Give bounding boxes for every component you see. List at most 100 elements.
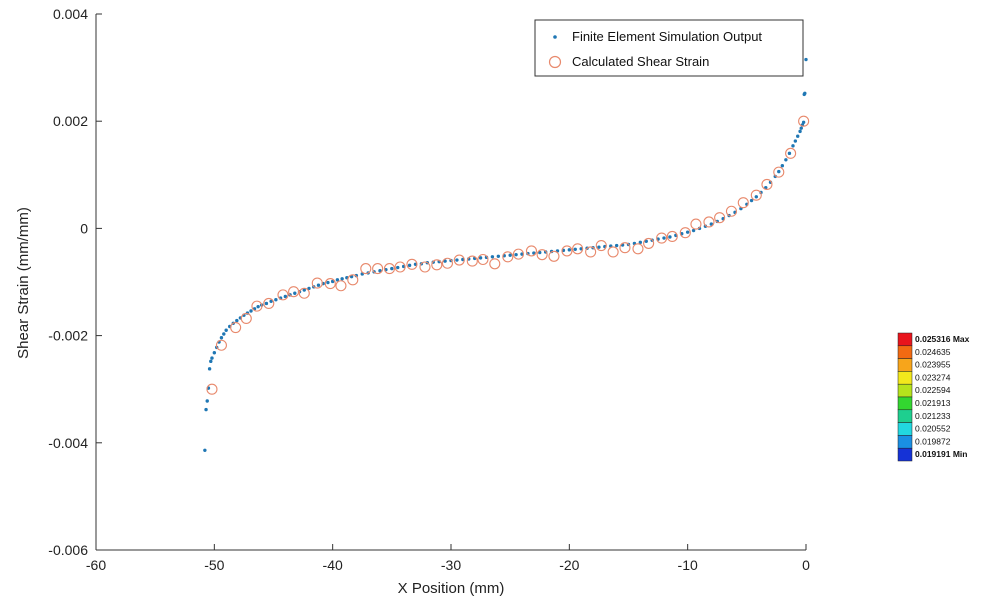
fe-data-point [784,158,788,162]
fe-data-point [804,57,808,62]
fe-data-point [538,250,542,255]
fe-data-point [274,297,278,302]
x-tick-label: 0 [802,557,810,573]
x-tick-label: -10 [678,557,698,573]
calculated-data-point [489,258,501,270]
fe-data-point [496,254,501,258]
fe-data-point [205,399,209,403]
y-tick-label: -0.002 [48,328,88,344]
y-tick-label: -0.006 [48,542,88,558]
series-finite-element [203,57,808,453]
fe-data-point [407,263,412,268]
series-calculated [206,115,810,395]
fe-data-point [597,245,601,249]
y-tick-label: 0.002 [53,113,88,129]
fe-data-point [703,224,708,228]
calculated-data-point [725,205,738,217]
fe-data-point [638,240,643,245]
colorbar-label: 0.020552 [915,424,951,434]
x-tick-label: -50 [204,557,224,573]
calculated-data-point [383,263,396,275]
calculated-data-point [502,251,514,263]
fe-data-point [532,251,536,255]
fe-data-point [330,279,335,284]
calculated-data-point [572,243,584,255]
calculated-data-point [737,197,749,209]
fe-data-point [269,299,273,303]
calculated-data-point [360,263,372,275]
x-tick-label: -40 [323,557,343,573]
calculated-data-point [230,322,242,334]
calculated-data-point [690,218,702,230]
calculated-data-point [441,257,454,269]
calculated-data-point [453,254,465,266]
fe-data-point [326,280,330,285]
fe-data-point [293,291,297,295]
fe-data-point [691,228,696,233]
calculated-data-point [215,339,227,351]
calculated-data-point [798,115,810,127]
calculated-data-point [466,255,478,267]
colorbar-swatch [897,383,913,398]
legend-marker-finite-element [553,35,557,39]
fe-data-point [573,247,577,252]
colorbar-swatch [897,371,913,385]
calculated-data-point [773,166,785,178]
y-tick-label: 0.004 [53,6,88,22]
legend-marker-calculated [548,55,562,69]
calculated-data-point [632,243,644,255]
colorbar-label: 0.024635 [915,347,951,357]
fe-data-point [378,269,382,273]
fe-data-point [302,288,306,292]
fe-data-point [390,266,394,271]
calculated-data-point [536,249,548,261]
fe-data-point [396,265,400,270]
calculated-data-point [206,383,218,395]
colorbar-label: 0.023274 [915,372,951,382]
fe-data-point [798,129,802,134]
fe-data-point [508,253,512,257]
calculated-data-point [761,178,773,190]
colorbar-label: 0.025316 Max [915,334,970,344]
fe-data-point [754,195,758,199]
calculated-data-point [750,189,762,201]
fe-data-point [668,235,672,239]
fe-data-point [235,318,239,323]
colorbar-label: 0.021913 [915,398,951,408]
fe-data-point [773,174,777,179]
fe-data-point [749,198,754,203]
legend-box [534,19,804,77]
fe-data-point [249,309,253,313]
colorbar-swatch [897,409,913,423]
calculated-data-point [585,246,597,258]
fe-data-point [207,367,212,371]
calculated-data-point [288,286,300,298]
calculated-data-point [595,240,607,252]
calculated-data-point [372,263,384,275]
x-tick-label: -60 [86,557,106,573]
fe-data-point [709,222,714,226]
colorbar-swatch [897,447,913,462]
calculated-data-point [548,250,560,262]
colorbar-label: 0.023955 [915,360,951,370]
calculated-data-point [656,232,668,244]
fe-data-point [340,277,344,281]
fe-data-point [791,144,795,148]
fe-data-point [567,248,572,252]
fe-data-point [283,294,288,299]
fe-data-point [264,301,269,306]
fe-data-point [203,448,207,453]
colorbar-label: 0.022594 [915,385,951,395]
fe-data-point [777,169,781,174]
legend: Finite Element Simulation Output Calcula… [534,19,804,77]
fe-data-point [697,226,702,231]
calculated-data-point [525,245,538,257]
fe-data-point [256,304,260,309]
colorbar-swatch [897,345,913,359]
fe-data-point [644,239,648,243]
calculated-data-point [335,280,347,292]
fe-data-point [514,252,518,257]
colorbar-swatch [897,396,913,411]
calculated-data-point [263,297,275,309]
fe-data-point [209,359,213,364]
